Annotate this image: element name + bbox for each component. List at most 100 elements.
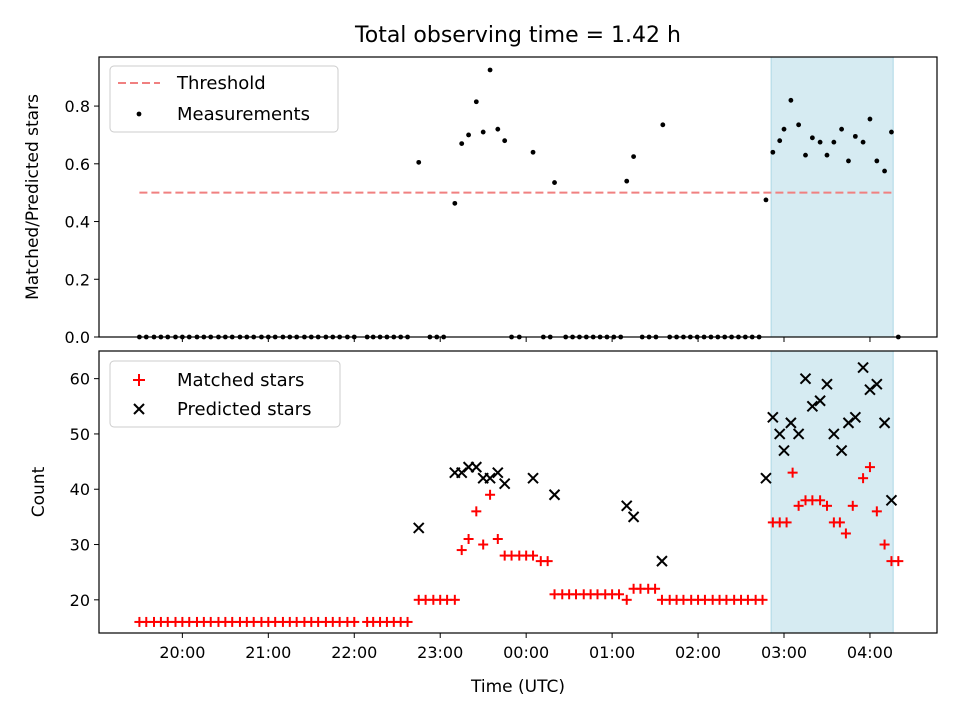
x-tick-label: 21:00 [245,643,291,662]
predicted-star-point [806,400,819,413]
legend-threshold-label: Threshold [176,73,266,94]
matched-star-point [879,539,890,550]
top-y-axis-label: Matched/Predicted stars [23,94,43,300]
matched-star-point [757,594,768,605]
predicted-star-point [792,428,805,440]
measurement-point [452,200,458,206]
top-legend: Threshold Measurements [109,65,339,133]
measurement-point [777,138,783,144]
measurement-point [852,133,858,139]
bottom-y-tick-label: 20 [70,591,90,610]
bottom-panel: 20:00 21:00 22:00 23:00 00:00 01:00 02:00 03:00… [29,350,938,697]
predicted-star-point [492,466,504,479]
predicted-star-point [767,411,779,424]
matched-star-point [834,517,845,528]
matched-star-point [463,534,474,544]
measurement-point [831,139,837,145]
measurement-point [889,129,894,135]
measurement-point [788,97,794,103]
matched-star-point [815,495,826,506]
top-panel: 0.00.20.40.60.8 Matched/Predicted stars … [23,56,938,347]
matched-star-point [864,462,875,473]
bottom-y-tick-label: 60 [70,370,90,389]
measurement-point [502,138,508,144]
legend-matched-label: Matched stars [177,370,304,391]
measurement-point [530,149,536,155]
measurement-point [796,122,802,128]
x-tick-label: 04:00 [847,643,893,662]
matched-star-point [449,594,460,605]
matched-star-point [349,616,360,627]
matched-star-point [542,556,553,567]
measurement-point [631,154,637,159]
predicted-star-point [857,361,869,374]
measurement-point [846,158,851,164]
x-tick-label: 02:00 [675,643,721,662]
legend-measurements-label: Measurements [177,104,310,125]
matched-star-point [471,506,482,517]
measurement-point [480,129,486,135]
matched-star-point [793,500,804,511]
matched-stars-points [134,462,904,627]
top-highlight-span [770,56,894,338]
matched-star-point [485,489,496,500]
bottom-x-ticks: 20:00 21:00 22:00 23:00 00:00 01:00 02:00 03:00… [159,633,893,662]
matched-star-point [840,528,851,539]
matched-star-point [871,506,882,517]
top-axes-frame [98,56,938,338]
top-y-ticks: 0.0 0.2 0.4 0.6 0.8 [65,97,99,347]
bottom-y-axis-label: Count [29,466,49,517]
bottom-y-tick-label: 40 [70,480,90,499]
measurement-point [466,132,471,138]
measurement-point [867,116,873,122]
matched-star-point [621,594,632,605]
measurement-point [624,178,630,184]
predicted-star-point [799,372,812,385]
figure-title: Total observing time = 1.42 h [354,23,681,48]
predicted-star-point [849,411,862,424]
bottom-y-tick-label: 30 [70,536,90,555]
predicted-star-point [785,417,797,429]
bottom-highlight-span [770,350,894,634]
bottom-y-tick-label: 50 [70,425,90,444]
measurement-point [809,135,815,141]
measurement-point [882,168,887,174]
predicted-star-point [878,417,891,429]
measurement-point [803,152,808,158]
predicted-stars-points [413,361,898,567]
x-tick-label: 00:00 [503,643,549,662]
measurement-point [824,152,830,158]
measurement-point [781,126,787,132]
legend-predicted-swatch [133,403,145,415]
measurement-point [763,197,769,203]
predicted-star-point [821,378,833,390]
measurement-point [416,159,422,165]
predicted-star-point [814,395,826,407]
predicted-star-point [548,489,561,501]
matched-star-point [402,616,413,627]
measurement-point [487,67,493,73]
matched-star-point [781,517,792,528]
predicted-star-point [498,477,511,490]
measurement-point [495,126,501,132]
bottom-y-ticks: 20 30 40 50 60 [70,370,99,610]
measurement-point [874,158,880,164]
predicted-star-point [527,472,539,484]
matched-star-point [787,467,798,478]
matched-star-point [847,500,858,511]
bottom-legend: Matched stars Predicted stars [109,360,341,428]
predicted-star-point [778,444,790,457]
matched-star-point [858,473,869,484]
matched-star-point [650,583,661,594]
bottom-axes-frame [98,350,938,634]
predicted-star-point [656,555,668,567]
measurement-point [839,126,844,132]
measurement-point [770,149,776,155]
matched-star-point [613,589,624,600]
x-tick-label: 23:00 [417,643,463,662]
top-y-tick-label: 0.0 [65,328,90,347]
x-tick-label: 20:00 [159,643,205,662]
top-y-tick-label: 0.4 [65,213,90,232]
matched-star-point [478,539,489,550]
legend-predicted-label: Predicted stars [177,399,311,420]
